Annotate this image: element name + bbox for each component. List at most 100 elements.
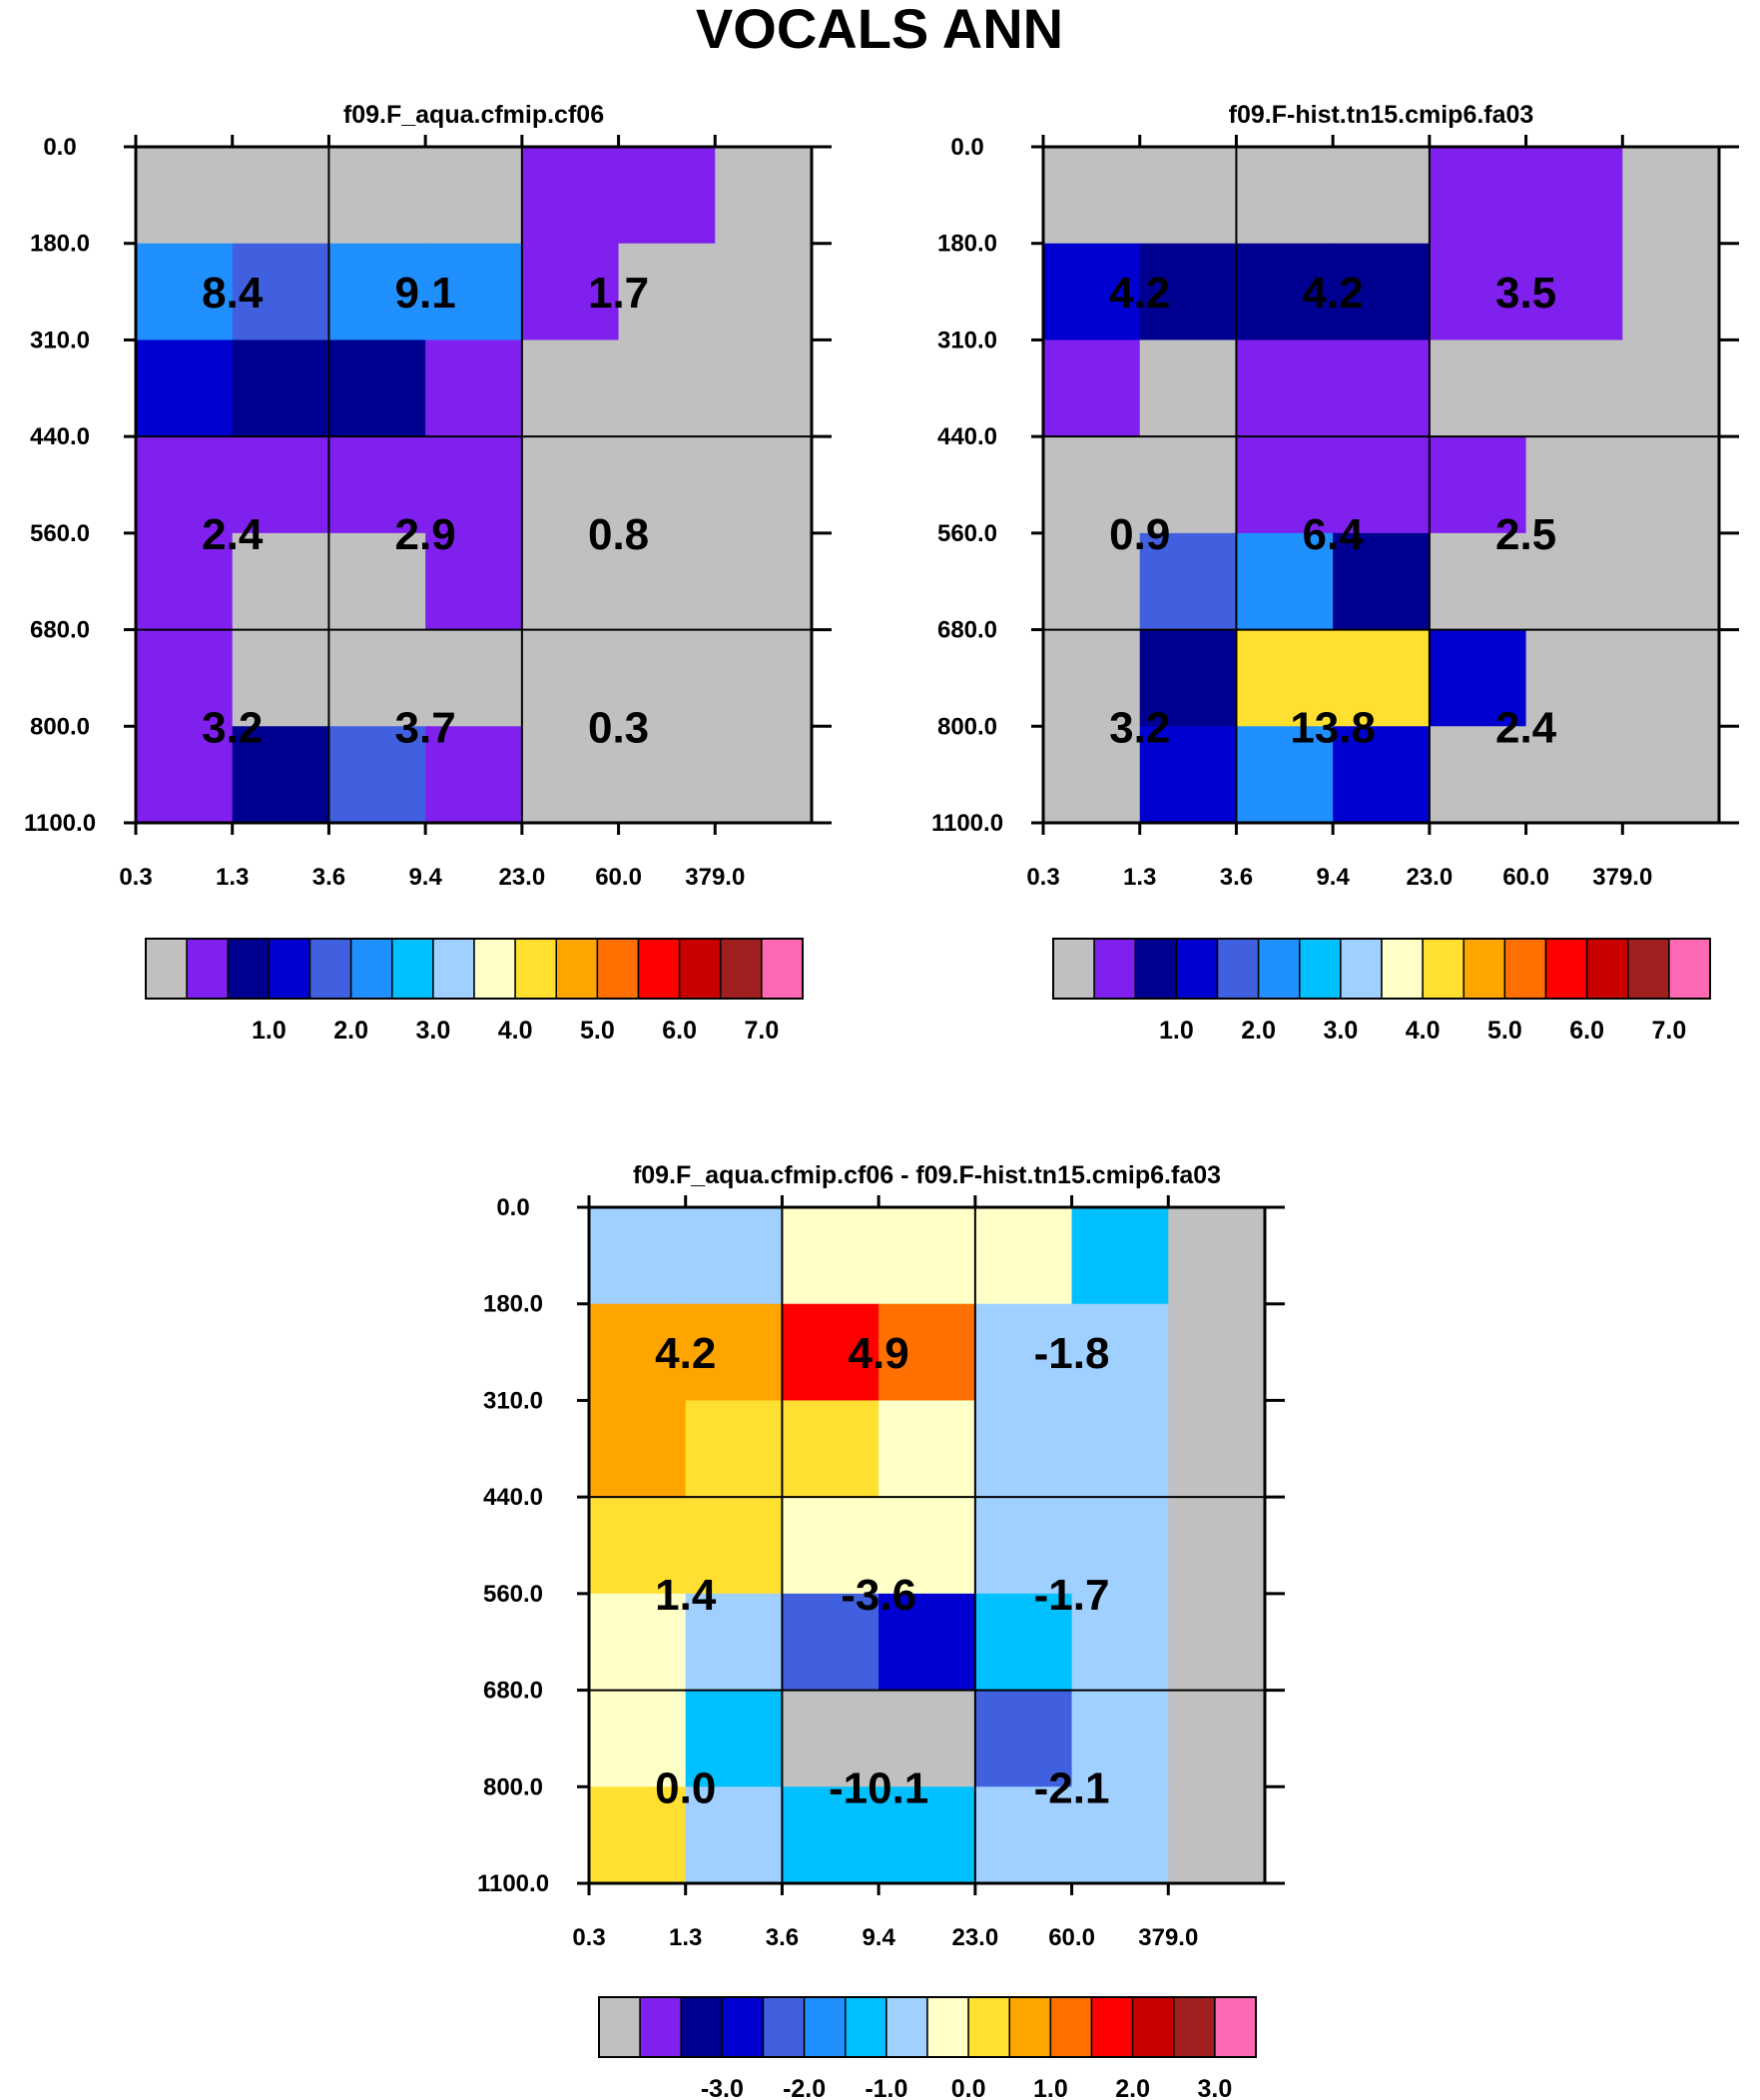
colorbar-swatch [186,938,229,1000]
colorbar-swatch [1049,1996,1093,2058]
heatmap-cell [1429,532,1527,631]
block-value-label: 2.9 [395,510,456,559]
heatmap-cell [1071,1400,1169,1498]
heatmap-cell [1236,147,1334,245]
colorbar-swatch [1175,938,1219,1000]
heatmap-cell [1525,243,1623,342]
colorbar-swatch [885,1996,928,2058]
heatmap-cell [328,436,426,534]
block-value-label: -10.1 [829,1763,928,1812]
heatmap-cell [521,532,620,631]
heatmap-cell [879,1593,976,1692]
y-tick-label: 560.0 [937,520,997,547]
heatmap-cell [782,1303,880,1402]
heatmap-cell [1622,147,1720,245]
heatmap-cell [232,147,330,245]
heatmap-cell [232,629,330,727]
plot-frame [134,145,814,825]
colorbar-swatch [391,938,434,1000]
heatmap-cell [685,1593,784,1692]
colorbar-swatch [845,1996,887,2058]
x-tick-label: 1.3 [216,864,249,891]
colorbar-label: 7.0 [1651,1017,1686,1045]
heatmap-cell [1168,1593,1266,1692]
heatmap-cell [1622,726,1720,824]
heatmap-cell [1333,436,1431,534]
colorbar-swatch [967,1996,1010,2058]
heatmap-cell [685,1400,784,1498]
heatmap-cell [1429,436,1527,534]
x-tick-label: 0.3 [1026,864,1059,891]
heatmap-cell [425,147,523,245]
colorbar-label: 2.0 [1241,1017,1276,1045]
x-tick-label: 1.3 [669,1924,702,1951]
heatmap-cell [974,1690,1073,1787]
colorbar-label: 4.0 [498,1017,533,1045]
colorbar-label: -3.0 [701,2075,744,2100]
heatmap-cell [589,1400,687,1498]
y-tick-label: 680.0 [30,617,90,644]
colorbar-label: 5.0 [1487,1017,1522,1045]
block-value-label: 6.4 [1303,510,1365,559]
heatmap-cell [685,1786,784,1884]
heatmap-cell [1622,629,1720,727]
x-tick-label: 9.4 [1316,864,1350,891]
x-tick-label: 23.0 [1406,864,1453,891]
heatmap-cell [1236,340,1334,437]
heatmap-cell [782,1497,880,1595]
heatmap-cell [1168,1303,1266,1402]
heatmap-cell [1139,436,1238,534]
colorbar-swatch [926,1996,969,2058]
heatmap-cell [232,726,330,824]
colorbar-swatch [637,938,681,1000]
colorbar-swatch [432,938,475,1000]
colorbar-label: 6.0 [1569,1017,1604,1045]
block-value-label: 0.0 [655,1763,716,1812]
heatmap-cell [232,436,330,534]
colorbar-swatch [639,1996,682,2058]
colorbar-label: 5.0 [580,1017,615,1045]
colorbar-label: -2.0 [783,2075,826,2100]
x-tick-label: 60.0 [1048,1924,1095,1951]
colorbar-label: 2.0 [333,1017,368,1045]
block-value-label: 4.2 [1109,269,1170,318]
heatmap-cell [618,726,716,824]
heatmap-cell [1071,1786,1169,1884]
heatmap-cell [1333,532,1431,631]
x-tick-label: 3.6 [312,864,345,891]
heatmap-cell [1333,726,1431,824]
colorbar-label: 0.0 [951,2075,986,2100]
y-tick-label: 0.0 [43,134,76,161]
block-value-label: 4.2 [1303,269,1364,318]
heatmap-cell [1043,147,1141,245]
colorbar-swatch [514,938,557,1000]
colorbar-swatch [1585,938,1629,1000]
y-tick-label: 800.0 [30,713,90,740]
heatmap-cell [1071,1497,1169,1595]
y-tick-label: 1100.0 [477,1870,549,1897]
colorbar-swatch [721,1996,765,2058]
x-tick-label: 23.0 [498,864,545,891]
block-value-label: -2.1 [1034,1763,1110,1812]
heatmap-cell [1429,243,1527,342]
panel-title: f09.F-hist.tn15.cmip6.fa03 [1229,101,1534,129]
colorbar-swatch [1008,1996,1052,2058]
colorbar-frame [1052,938,1711,1000]
colorbar-label: 6.0 [662,1017,697,1045]
heatmap-cell [1333,629,1431,727]
heatmap-cell [715,436,813,534]
x-tick-label: 23.0 [951,1924,998,1951]
colorbar-swatch [1052,938,1095,1000]
heatmap-cell [232,243,330,342]
heatmap-cell [136,532,234,631]
heatmap-cell [618,436,716,534]
colorbar-swatch [308,938,352,1000]
heatmap-cell [1429,147,1527,245]
block-value-label: 3.5 [1495,269,1556,318]
heatmap-cell [1168,1207,1266,1305]
colorbar-swatch [1173,1996,1216,2058]
heatmap-cell [136,726,234,824]
block-value-label: 1.4 [655,1571,717,1620]
colorbar-swatch [1668,938,1711,1000]
y-tick-label: 180.0 [30,231,90,258]
